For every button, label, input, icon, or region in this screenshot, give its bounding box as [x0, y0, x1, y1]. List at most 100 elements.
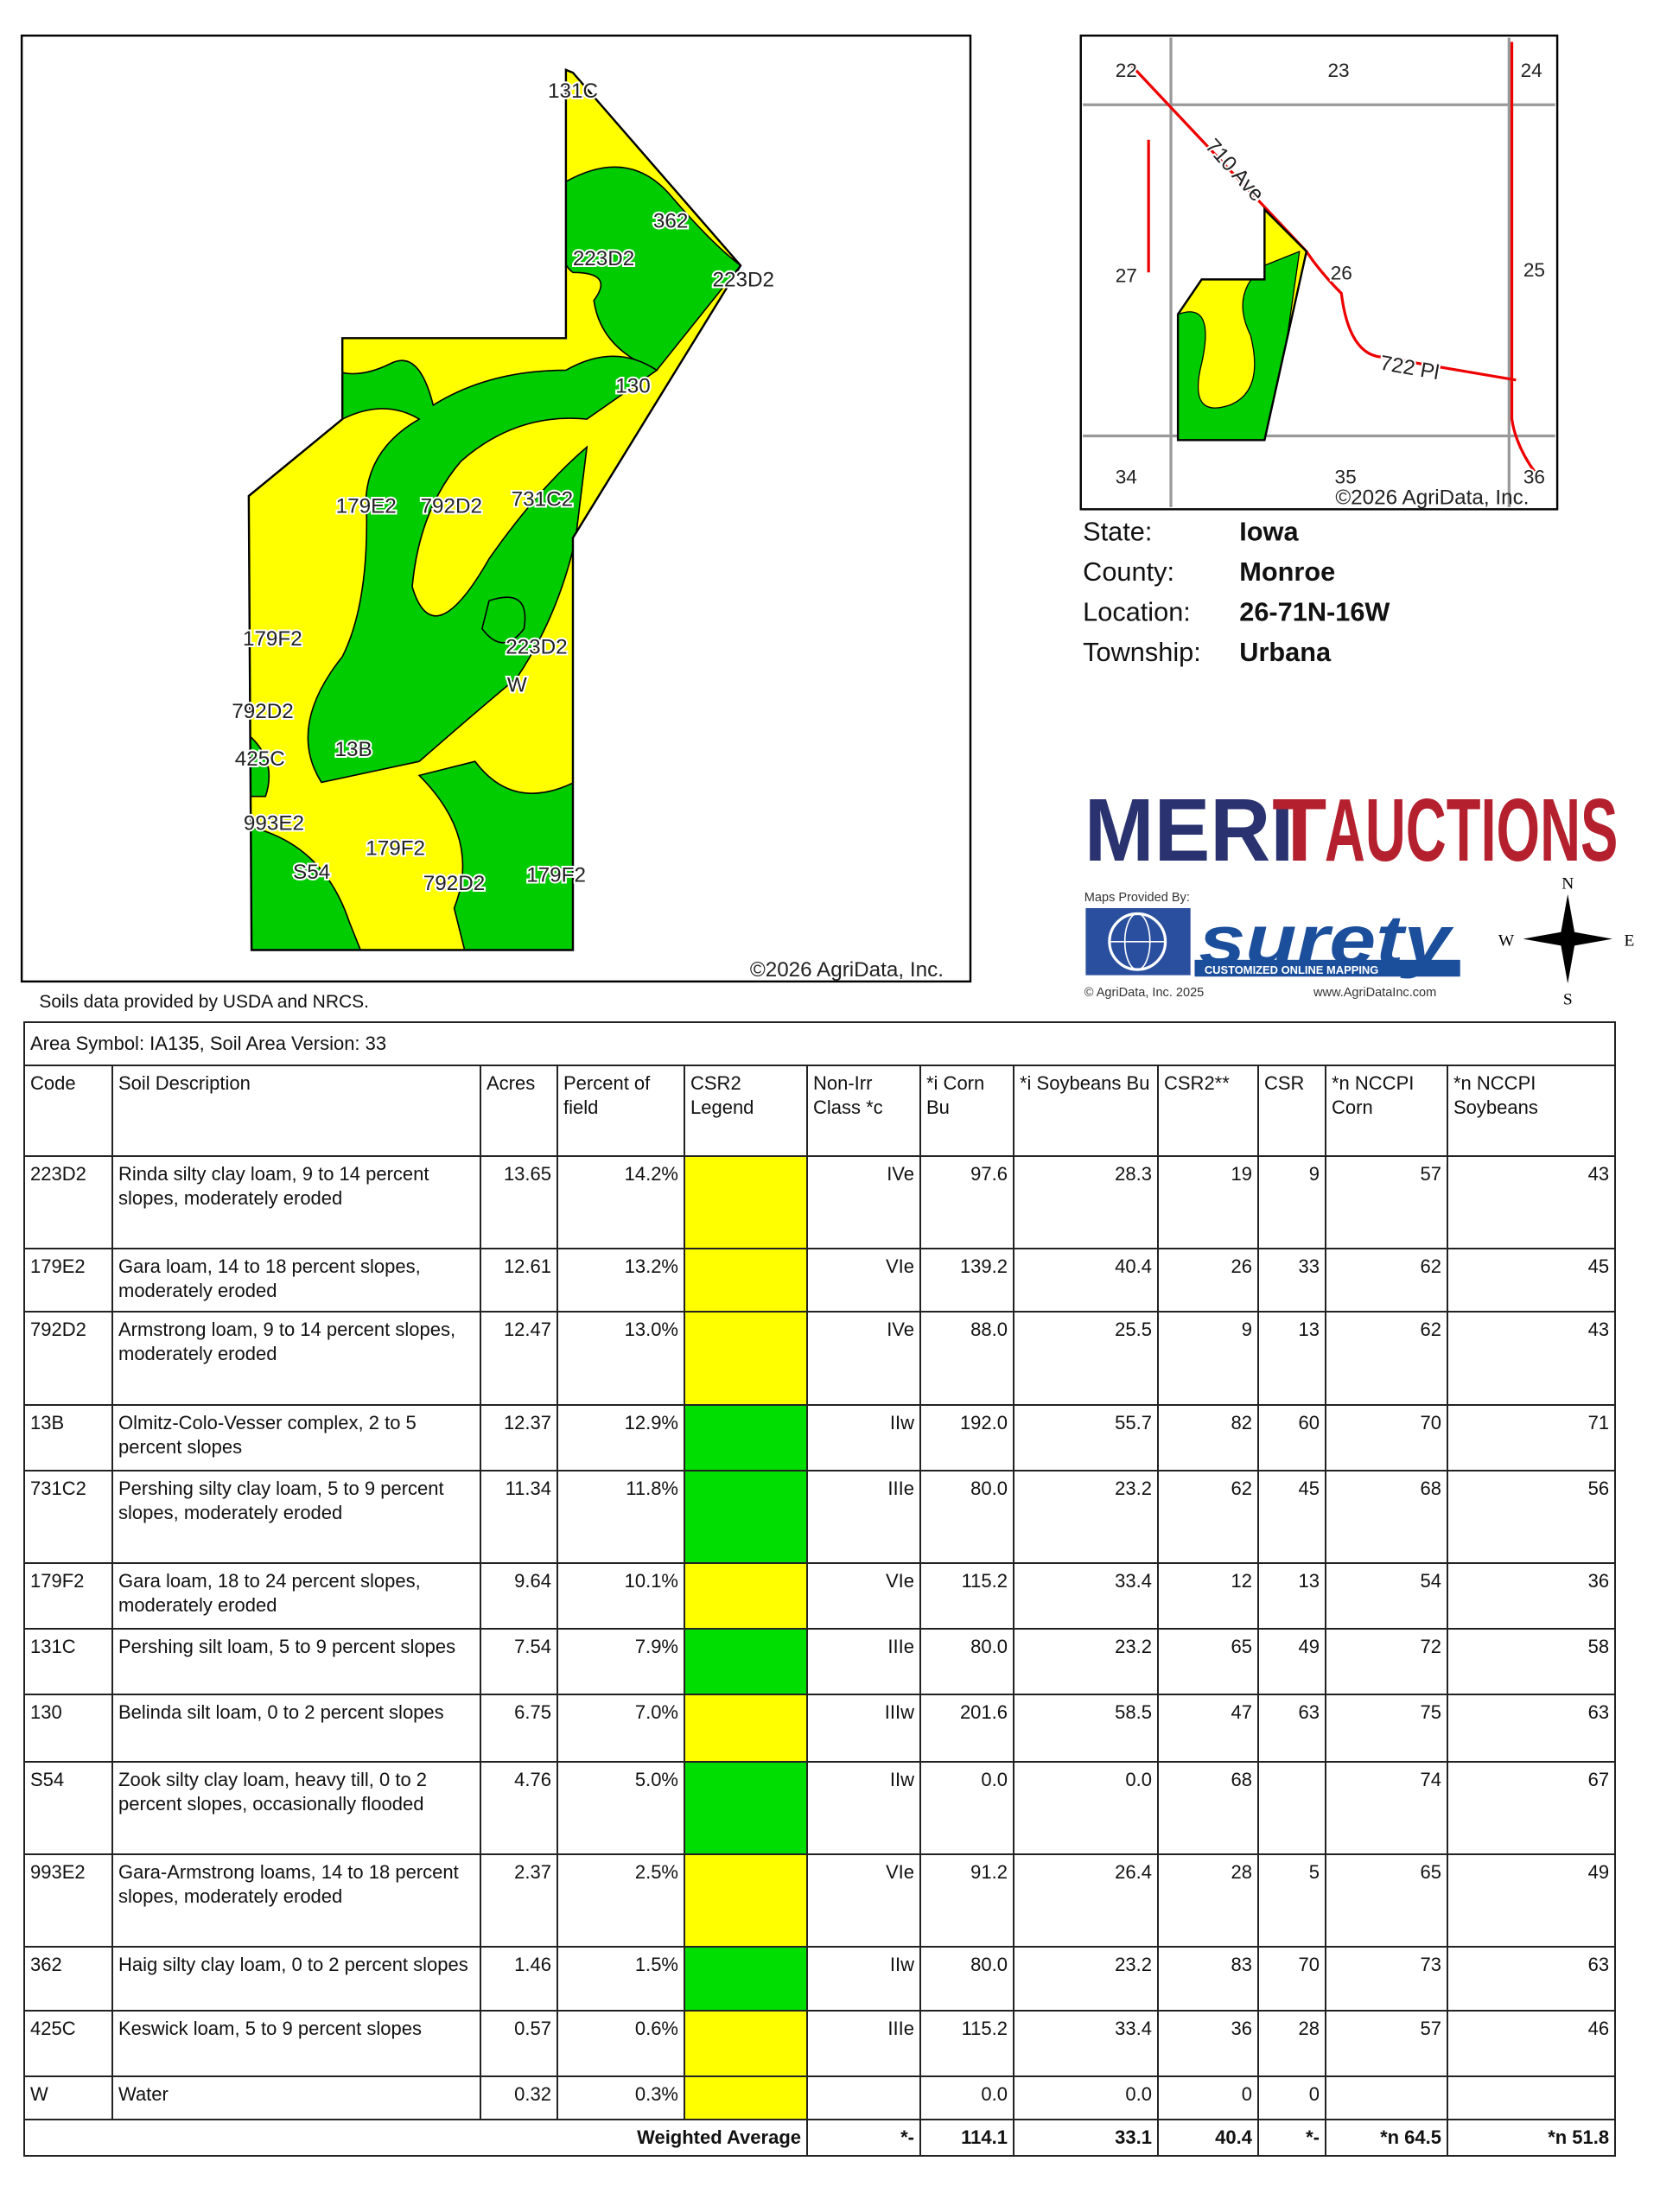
table-row: 792D2 Armstrong loam, 9 to 14 percent slo… — [23, 1311, 1617, 1406]
table-cell: 10.1% — [557, 1562, 685, 1630]
table-cell: 33 — [1257, 1248, 1326, 1313]
table-cell: Water — [111, 2075, 481, 2120]
compass-letter: E — [1624, 932, 1634, 950]
table-cell: *n 64.5 — [1325, 2119, 1448, 2157]
table-cell: 45 — [1257, 1470, 1326, 1564]
logo-tagline: CUSTOMIZED ONLINE MAPPING — [1205, 963, 1379, 976]
table-cell: Weighted Average — [23, 2119, 808, 2157]
table-cell: 54 — [1325, 1562, 1448, 1630]
map-label: 792D2 — [423, 872, 485, 895]
table-cell: Haig silty clay loam, 0 to 2 percent slo… — [111, 1946, 481, 2012]
table-cell: 60 — [1257, 1404, 1326, 1471]
table-cell: 36 — [1446, 1562, 1617, 1630]
compass-letter: S — [1563, 991, 1573, 1009]
table-cell: 73 — [1325, 1946, 1448, 2012]
table-cell: 49 — [1257, 1628, 1326, 1695]
map-label: W — [507, 673, 527, 696]
table-cell: 74 — [1325, 1761, 1448, 1855]
map-label: 993E2 — [244, 811, 304, 835]
table-row: W Water 0.32 0.3% 0.0 0.0 0 0 — [23, 2075, 1617, 2120]
table-cell: 62 — [1157, 1470, 1259, 1564]
table-cell — [1325, 2075, 1448, 2120]
table-cell: IVe — [806, 1155, 921, 1249]
table-cell: 11.34 — [480, 1470, 558, 1564]
table-cell: 5 — [1257, 1853, 1326, 1948]
table-cell: 425C — [23, 2010, 113, 2077]
table-cell: IIIe — [806, 2010, 921, 2077]
table-cell: 28.3 — [1013, 1155, 1159, 1249]
map-label: 731C2 — [512, 487, 573, 511]
table-cell: 68 — [1325, 1470, 1448, 1564]
table-cell: 67 — [1446, 1761, 1617, 1855]
table-row: 131C Pershing silt loam, 5 to 9 percent s… — [23, 1628, 1617, 1695]
section-number: 23 — [1327, 60, 1349, 81]
table-cell: 43 — [1446, 1155, 1617, 1249]
section-number: 36 — [1523, 466, 1545, 487]
table-cell: 11.8% — [557, 1470, 685, 1564]
table-row: Area Symbol: IA135, Soil Area Version: 3… — [22, 1021, 1617, 1066]
legend-swatch — [684, 1761, 808, 1855]
legend-swatch — [684, 1155, 808, 1249]
map-label: 179F2 — [243, 627, 302, 651]
table-cell: *- — [806, 2119, 921, 2157]
table-cell: 49 — [1446, 1853, 1617, 1948]
table-cell: 91.2 — [919, 1853, 1014, 1948]
map-label: 179E2 — [336, 494, 397, 518]
table-cell: 6.75 — [480, 1694, 558, 1763]
table-cell: 58 — [1446, 1628, 1617, 1695]
section-number: 24 — [1521, 60, 1542, 81]
map-label: 223D2 — [713, 268, 774, 291]
location-label: County: — [1083, 556, 1174, 587]
table-cell: Gara loam, 18 to 24 percent slopes, mode… — [111, 1562, 481, 1630]
table-cell: 80.0 — [919, 1470, 1014, 1564]
table-cell: 9.64 — [480, 1562, 558, 1630]
compass-letter: W — [1498, 932, 1515, 950]
table-row: 13B Olmitz-Colo-Vesser complex, 2 to 5 pe… — [23, 1404, 1617, 1471]
table-cell: 139.2 — [919, 1248, 1014, 1313]
logo-mark: T — [1272, 779, 1326, 880]
table-cell: 179E2 — [23, 1248, 113, 1313]
logo-text: AUCTIONS — [1325, 779, 1619, 880]
table-cell: 131C — [23, 1628, 113, 1695]
table-row: 179E2 Gara loam, 14 to 18 percent slopes,… — [23, 1248, 1617, 1313]
legend-swatch — [684, 1946, 808, 2012]
table-cell: IIIe — [806, 1470, 921, 1564]
legend-swatch — [684, 1694, 808, 1763]
table-cell: *n 51.8 — [1446, 2119, 1617, 2157]
table-cell: 223D2 — [23, 1155, 113, 1249]
map-label: 223D2 — [506, 636, 567, 659]
table-cell: 9 — [1257, 1155, 1326, 1249]
table-cell: 13.2% — [557, 1248, 685, 1313]
table-cell: 0.0 — [919, 1761, 1014, 1855]
logo-text: MERI — [1084, 779, 1294, 880]
table-cell: 63 — [1446, 1694, 1617, 1763]
table-cell: 28 — [1257, 2010, 1326, 2077]
soil-table: Area Symbol: IA135, Soil Area Version: 3… — [22, 1021, 1617, 2157]
table-cell: Gara-Armstrong loams, 14 to 18 percent s… — [111, 1853, 481, 1948]
table-cell: 9 — [1157, 1311, 1259, 1406]
table-cell: 57 — [1325, 1155, 1448, 1249]
table-cell: IIw — [806, 1404, 921, 1471]
table-header: *i Corn Bu — [919, 1065, 1014, 1157]
table-cell: Armstrong loam, 9 to 14 percent slopes, … — [111, 1311, 481, 1406]
table-cell: 28 — [1157, 1853, 1259, 1948]
table-cell: 792D2 — [23, 1311, 113, 1406]
inset-map — [1083, 37, 1555, 507]
table-cell: 0.0 — [1013, 1761, 1159, 1855]
table-header: *n NCCPI Corn — [1325, 1065, 1448, 1157]
table-cell: 70 — [1257, 1946, 1326, 2012]
table-header: CSR2** — [1157, 1065, 1259, 1157]
table-cell: VIe — [806, 1853, 921, 1948]
table-cell: 0.3% — [557, 2075, 685, 2120]
table-cell: 71 — [1446, 1404, 1617, 1471]
table-cell: IIw — [806, 1946, 921, 2012]
table-cell: 58.5 — [1013, 1694, 1159, 1763]
location-value: Monroe — [1239, 556, 1335, 587]
table-row: S54 Zook silty clay loam, heavy till, 0 t… — [23, 1761, 1617, 1855]
table-cell: 36 — [1157, 2010, 1259, 2077]
table-cell: 62 — [1325, 1311, 1448, 1406]
table-cell: 57 — [1325, 2010, 1448, 2077]
table-cell: 70 — [1325, 1404, 1448, 1471]
table-cell: 114.1 — [919, 2119, 1014, 2157]
table-cell: 12.9% — [557, 1404, 685, 1471]
